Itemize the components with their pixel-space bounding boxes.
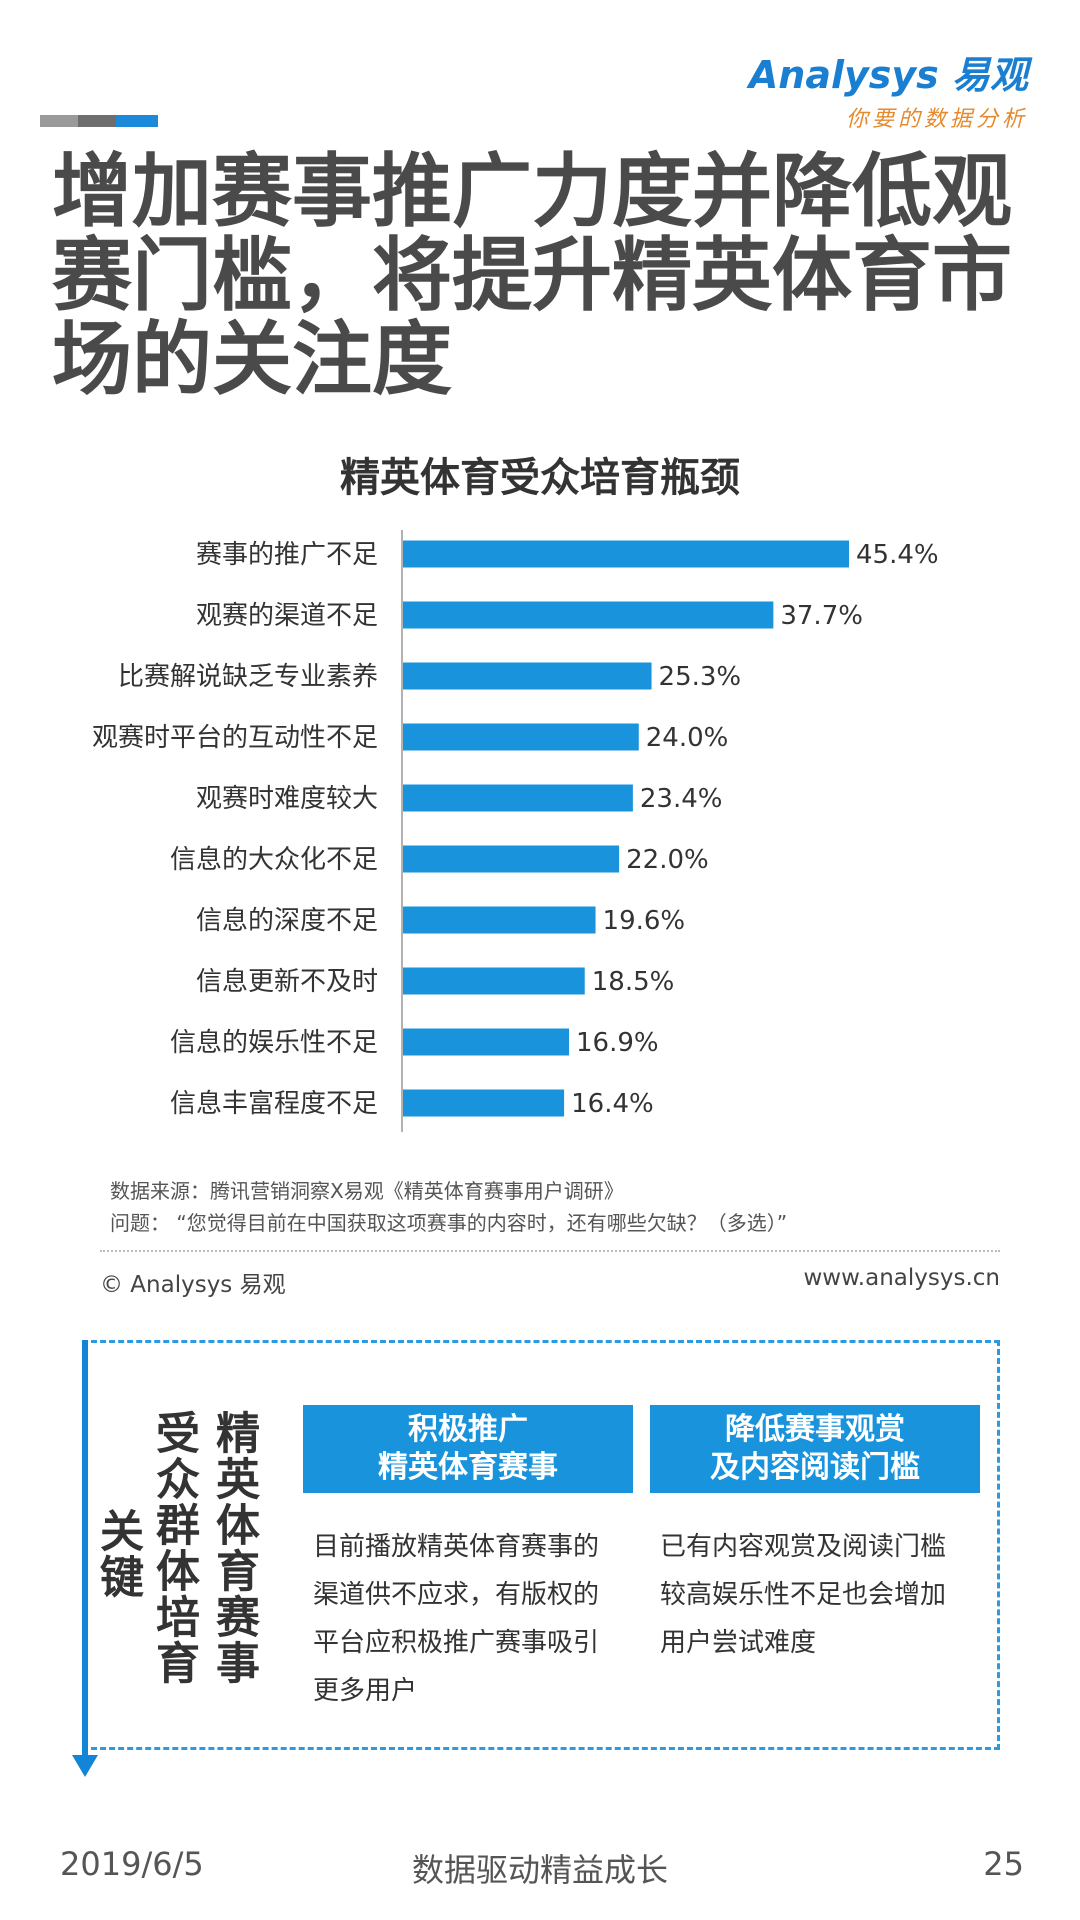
- bar: [403, 906, 596, 934]
- page-title: 增加赛事推广力度并降低观赛门槛，将提升精英体育市场的关注度: [52, 145, 1012, 406]
- chart-title: 精英体育受众培育瓶颈: [340, 455, 740, 501]
- value-label: 37.7%: [780, 601, 863, 631]
- key-item-2-title-line-2: 及内容阅读门槛: [710, 1450, 920, 1485]
- bar: [403, 540, 849, 568]
- bar: [403, 662, 652, 690]
- key-heading-col-3: 关键: [92, 1508, 143, 1600]
- key-item-1-title: 积极推广 精英体育赛事: [303, 1405, 633, 1493]
- bar: [403, 845, 620, 873]
- value-label: 16.4%: [571, 1089, 654, 1119]
- key-item-1-title-line-1: 积极推广: [408, 1412, 528, 1447]
- website-link[interactable]: www.analysys.cn: [803, 1265, 1000, 1291]
- value-label: 25.3%: [659, 662, 742, 692]
- copyright: © Analysys 易观: [100, 1272, 286, 1298]
- footer-date: 2019/6/5: [60, 1845, 204, 1883]
- source-note: 数据来源：腾讯营销洞察X易观《精英体育赛事用户调研》: [110, 1179, 624, 1203]
- bar: [403, 723, 639, 751]
- title-accent-bar: [40, 115, 158, 127]
- value-label: 24.0%: [646, 723, 729, 753]
- footer-slogan: 数据驱动精益成长: [411, 1851, 668, 1889]
- value-label: 45.4%: [856, 540, 939, 570]
- key-heading-col-1: 精英体育赛事: [208, 1410, 259, 1686]
- logo-text: Analysys 易观: [748, 53, 1028, 97]
- bar: [403, 1028, 570, 1056]
- value-label: 19.6%: [603, 906, 686, 936]
- bar: [403, 601, 774, 629]
- category-label: 信息丰富程度不足: [170, 1089, 378, 1119]
- category-label: 赛事的推广不足: [196, 540, 378, 570]
- key-item-2-desc: 已有内容观赏及阅读门槛较高娱乐性不足也会增加用户尝试难度: [660, 1532, 947, 1658]
- category-label: 观赛时平台的互动性不足: [92, 723, 378, 753]
- value-label: 18.5%: [592, 967, 675, 997]
- category-label: 信息的深度不足: [196, 906, 378, 936]
- key-item-2-title-line-1: 降低赛事观赏: [725, 1412, 905, 1447]
- down-arrow-line: [82, 1340, 88, 1760]
- bar: [403, 967, 585, 995]
- key-heading-col-2: 受众群体培育: [148, 1410, 199, 1686]
- bar: [403, 784, 633, 812]
- category-label: 信息的娱乐性不足: [170, 1028, 378, 1058]
- value-label: 23.4%: [640, 784, 723, 814]
- category-label: 信息的大众化不足: [170, 845, 378, 875]
- bar: [403, 1089, 565, 1117]
- brand-logo: Analysys 易观 你要的数据分析: [749, 44, 1028, 133]
- logo-tagline: 你要的数据分析: [845, 107, 1028, 132]
- key-item-2-title: 降低赛事观赏 及内容阅读门槛: [650, 1405, 980, 1493]
- key-item-1-title-line-2: 精英体育赛事: [378, 1450, 558, 1485]
- down-arrow-icon: [72, 1755, 98, 1777]
- value-label: 16.9%: [576, 1028, 659, 1058]
- category-label: 信息更新不及时: [196, 967, 378, 997]
- category-label: 观赛的渠道不足: [196, 601, 378, 631]
- key-item-1-desc: 目前播放精英体育赛事的渠道供不应求，有版权的平台应积极推广赛事吸引更多用户: [313, 1532, 600, 1706]
- question-note: 问题： “您觉得目前在中国获取这项赛事的内容时，还有哪些欠缺？（多选）”: [110, 1211, 788, 1235]
- value-label: 22.0%: [626, 845, 709, 875]
- category-label: 观赛时难度较大: [196, 784, 378, 814]
- category-label: 比赛解说缺乏专业素养: [118, 662, 378, 692]
- bar-chart: 赛事的推广不足 45.4% 观赛的渠道不足 37.7% 比赛解说缺乏专业素养 25.3% 观…: [92, 530, 939, 1132]
- divider: [100, 1250, 1000, 1252]
- page-number: 25: [983, 1845, 1024, 1883]
